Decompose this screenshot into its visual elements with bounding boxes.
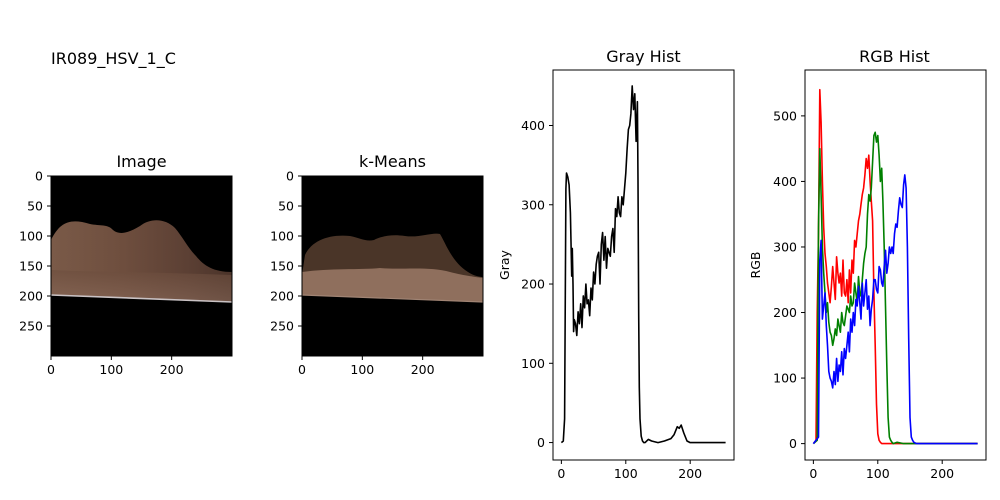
y-tick-label: 0 xyxy=(789,436,797,451)
rgb-hist-panel: RGB Hist RGB 0 100 200 0 100 200 300 400 500 xyxy=(748,47,987,481)
y-tick-label: 150 xyxy=(270,259,294,274)
gray-hist-title: Gray Hist xyxy=(606,47,680,66)
x-tick-label: 0 xyxy=(809,466,817,481)
y-tick-label: 250 xyxy=(19,319,43,334)
hist-series-line-0 xyxy=(812,88,978,445)
y-tick-label: 250 xyxy=(270,319,294,334)
y-tick-label: 400 xyxy=(773,174,797,189)
y-tick-label: 100 xyxy=(19,229,43,244)
y-tick-label: 100 xyxy=(521,356,545,371)
hist-series-line-0 xyxy=(560,85,726,444)
y-tick-label: 300 xyxy=(773,239,797,254)
y-tick-label: 0 xyxy=(537,435,545,450)
kmeans-axis-ticks: 0 100 200 0 50 100 150 200 250 xyxy=(270,169,435,378)
y-tick-label: 200 xyxy=(521,277,545,292)
figure-title: IR089_HSV_1_C xyxy=(51,49,176,69)
x-tick-label: 200 xyxy=(678,466,702,481)
y-tick-label: 150 xyxy=(19,259,43,274)
hist-series-line-2 xyxy=(812,174,978,445)
x-tick-label: 0 xyxy=(298,362,306,377)
y-tick-label: 100 xyxy=(270,229,294,244)
y-tick-label: 200 xyxy=(19,289,43,304)
kmeans-edge xyxy=(301,294,484,303)
x-tick-label: 100 xyxy=(614,466,638,481)
gray-hist-ylabel: Gray xyxy=(497,249,512,279)
x-tick-label: 100 xyxy=(350,362,374,377)
y-tick-label: 300 xyxy=(521,197,545,212)
y-tick-label: 50 xyxy=(27,199,43,214)
gray-hist-frame xyxy=(552,69,735,461)
rgb-hist-ylabel: RGB xyxy=(748,252,763,279)
gray-hist-panel: Gray Hist Gray 0 100 200 0 100 200 300 400 xyxy=(497,47,735,481)
x-tick-label: 100 xyxy=(866,466,890,481)
y-tick-label: 200 xyxy=(270,289,294,304)
image-panel: Image xyxy=(50,152,233,357)
y-tick-label: 100 xyxy=(773,371,797,386)
kmeans-panel-title: k-Means xyxy=(359,152,426,171)
x-tick-label: 0 xyxy=(47,362,55,377)
rgb-hist-title: RGB Hist xyxy=(859,47,930,66)
x-tick-label: 0 xyxy=(557,466,565,481)
x-tick-label: 200 xyxy=(930,466,954,481)
image-axis-ticks: 0 100 200 0 50 100 150 200 250 xyxy=(19,169,184,378)
skin-shading xyxy=(51,270,232,302)
gray-hist-plot: 0 100 200 0 100 200 300 400 xyxy=(521,85,726,481)
x-tick-label: 200 xyxy=(411,362,435,377)
y-tick-label: 400 xyxy=(521,118,545,133)
kmeans-cluster-light xyxy=(302,268,483,302)
skin-edge xyxy=(50,294,233,303)
image-panel-title: Image xyxy=(116,152,166,171)
rgb-hist-plot: 0 100 200 0 100 200 300 400 500 xyxy=(773,88,978,481)
rgb-hist-frame xyxy=(804,69,987,461)
hist-series-line-1 xyxy=(812,131,978,445)
x-tick-label: 200 xyxy=(160,362,184,377)
kmeans-panel: k-Means xyxy=(301,152,484,357)
y-tick-label: 50 xyxy=(278,199,294,214)
y-tick-label: 0 xyxy=(35,169,43,184)
y-tick-label: 0 xyxy=(286,169,294,184)
y-tick-label: 200 xyxy=(773,305,797,320)
y-tick-label: 500 xyxy=(773,108,797,123)
x-tick-label: 100 xyxy=(99,362,123,377)
